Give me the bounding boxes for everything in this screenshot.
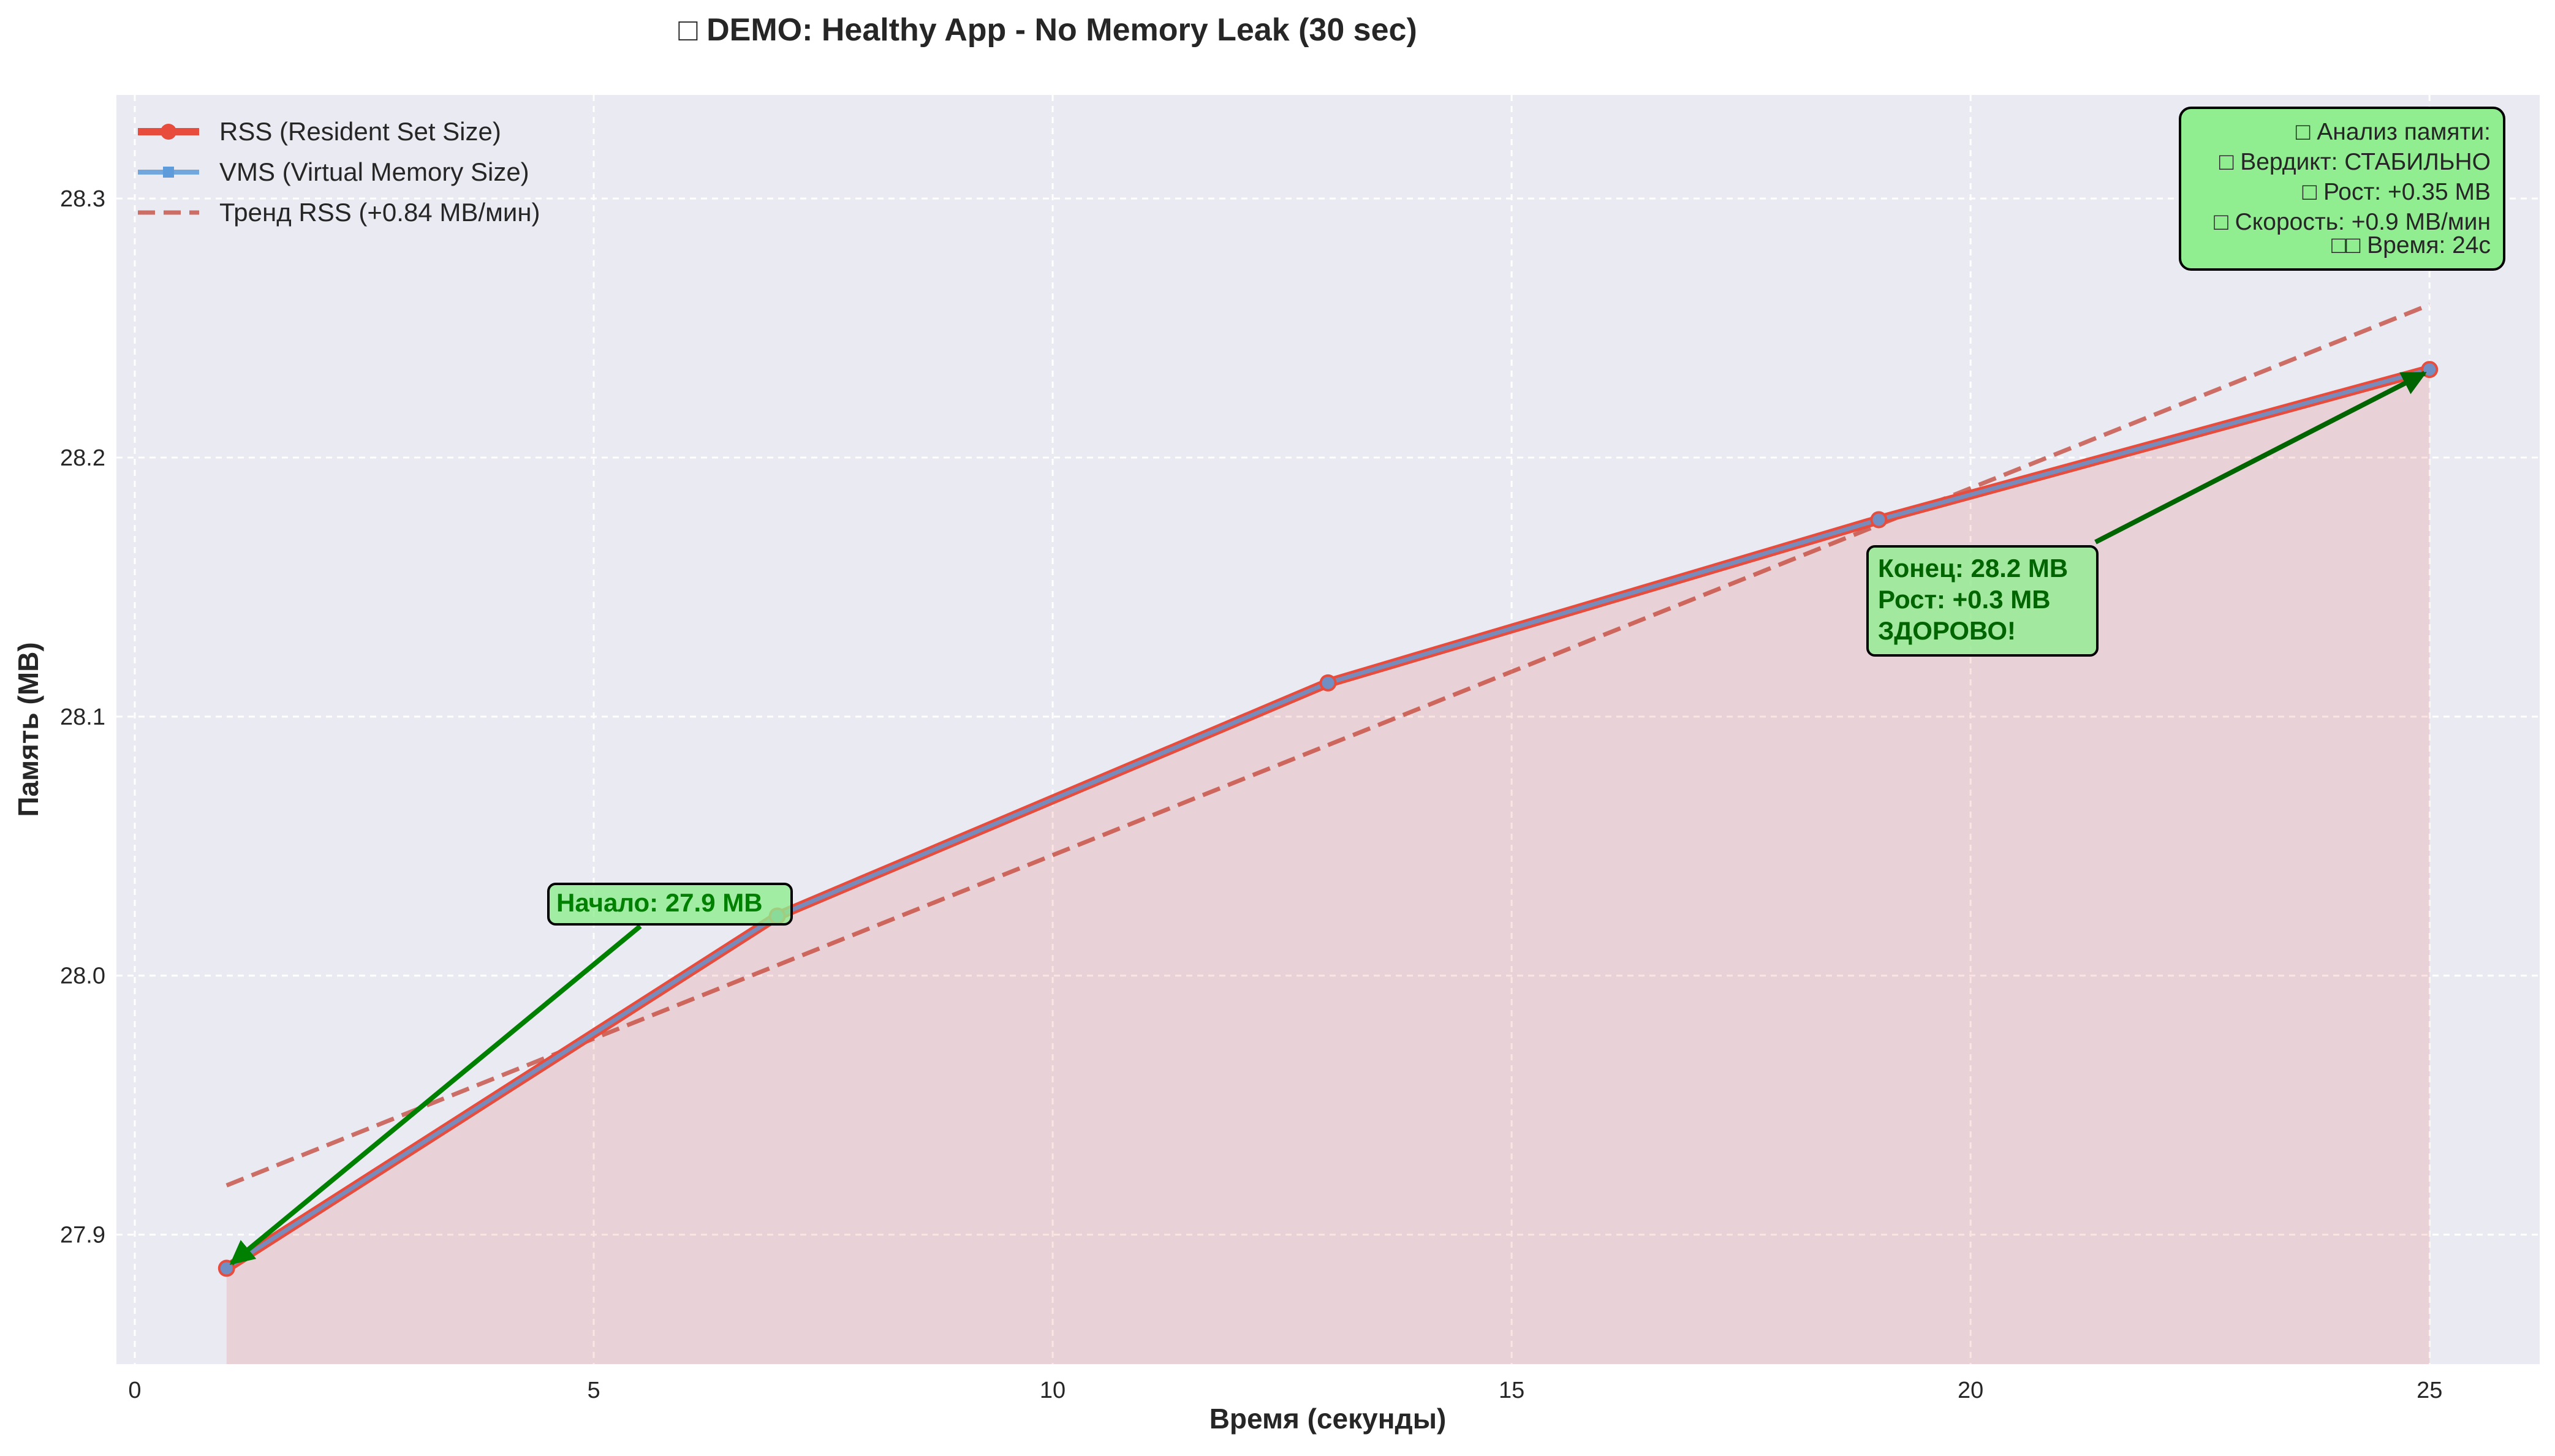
end-annotation-line: ЗДОРОВО!: [1878, 616, 2016, 645]
legend-trend-label: Тренд RSS (+0.84 MB/мин): [219, 198, 540, 227]
legend-rss-marker: [161, 124, 176, 140]
legend-rss-label: RSS (Resident Set Size): [219, 117, 501, 146]
vms-point: [1322, 676, 1334, 689]
analysis-box: □ Анализ памяти: □ Вердикт: СТАБИЛЬНО □ …: [2179, 107, 2505, 271]
analysis-line: □ Рост: +0.35 MB: [2303, 179, 2491, 205]
y-tick-label: 28.3: [60, 186, 105, 212]
legend-vms-marker: [163, 167, 174, 178]
y-tick-label: 28.1: [60, 704, 105, 730]
y-tick-label: 28.0: [60, 964, 105, 989]
x-tick-label: 15: [1499, 1378, 1524, 1403]
end-annotation-line: Рост: +0.3 MB: [1878, 585, 2051, 614]
x-tick-label: 0: [128, 1378, 141, 1403]
y-tick-label: 28.2: [60, 445, 105, 471]
legend: RSS (Resident Set Size) VMS (Virtual Mem…: [138, 117, 540, 227]
end-annotation-box: [1866, 545, 2099, 657]
analysis-line: □ Вердикт: СТАБИЛЬНО: [2219, 149, 2491, 175]
start-annotation-text: Начало: 27.9 MB: [556, 888, 763, 917]
y-axis-label: Память (MB): [12, 642, 44, 817]
vms-point: [1872, 513, 1885, 526]
legend-vms-label: VMS (Virtual Memory Size): [219, 157, 529, 186]
start-annotation: Начало: 27.9 MB: [229, 883, 793, 1266]
end-annotation: Конец: 28.2 MB Рост: +0.3 MB ЗДОРОВО!: [1866, 371, 2427, 657]
x-axis-label: Время (секунды): [1209, 1403, 1447, 1435]
end-annotation-arrow: [2094, 371, 2427, 545]
start-annotation-arrow: [229, 924, 642, 1266]
x-tick-label: 5: [587, 1378, 600, 1403]
vms-point: [220, 1262, 233, 1275]
grid-lines: [116, 95, 2540, 1364]
chart-title: □ DEMO: Healthy App - No Memory Leak (30…: [678, 12, 1417, 48]
y-tick-label: 27.9: [60, 1223, 105, 1248]
x-axis-ticks: 0 5 10 15 20 25: [128, 1378, 2442, 1403]
x-tick-label: 10: [1040, 1378, 1066, 1403]
plot-area: [116, 95, 2540, 1364]
end-annotation-line: Конец: 28.2 MB: [1878, 554, 2068, 583]
vms-point: [2423, 363, 2436, 376]
y-axis-ticks: 27.9 28.0 28.1 28.2 28.3: [60, 186, 105, 1248]
x-tick-label: 20: [1958, 1378, 1983, 1403]
analysis-line: □□ Время: 24с: [2331, 232, 2491, 258]
analysis-line: □ Анализ памяти:: [2296, 119, 2491, 145]
analysis-line: □ Скорость: +0.9 MB/мин: [2214, 209, 2491, 235]
x-tick-label: 25: [2417, 1378, 2442, 1403]
start-annotation-box: [547, 883, 793, 926]
analysis-box-background: [2179, 107, 2505, 271]
